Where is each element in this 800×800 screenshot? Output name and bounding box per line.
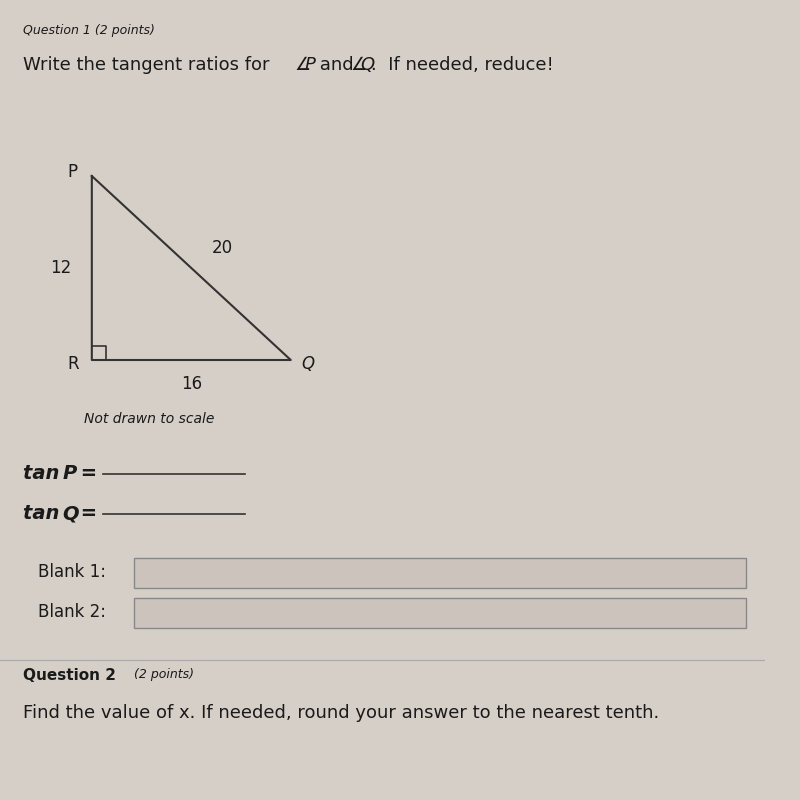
Text: Question 1 (2 points): Question 1 (2 points) (23, 24, 155, 37)
Text: (2 points): (2 points) (134, 668, 194, 681)
Text: tan: tan (23, 464, 66, 483)
Text: P: P (68, 163, 78, 181)
Text: Q: Q (62, 504, 79, 523)
Text: 20: 20 (211, 239, 233, 257)
Text: Write the tangent ratios for: Write the tangent ratios for (23, 56, 275, 74)
Text: Find the value of x. If needed, round your answer to the nearest tenth.: Find the value of x. If needed, round yo… (23, 704, 659, 722)
Text: Question 2: Question 2 (23, 668, 116, 683)
FancyBboxPatch shape (134, 558, 746, 588)
Text: P: P (305, 56, 315, 74)
Text: 16: 16 (181, 375, 202, 393)
Text: Blank 1:: Blank 1: (38, 563, 106, 581)
Text: Blank 2:: Blank 2: (38, 603, 106, 621)
FancyBboxPatch shape (134, 598, 746, 628)
Text: Q: Q (360, 56, 374, 74)
Text: and: and (314, 56, 360, 74)
Text: =: = (74, 504, 98, 523)
Text: P: P (62, 464, 77, 483)
Text: ∠: ∠ (294, 56, 310, 74)
Text: 12: 12 (50, 259, 72, 277)
Text: tan: tan (23, 504, 66, 523)
Text: =: = (74, 464, 98, 483)
Text: ∠: ∠ (350, 56, 366, 74)
Text: R: R (67, 355, 78, 373)
Text: Q: Q (301, 355, 314, 373)
Text: Not drawn to scale: Not drawn to scale (84, 412, 214, 426)
Text: .  If needed, reduce!: . If needed, reduce! (371, 56, 554, 74)
